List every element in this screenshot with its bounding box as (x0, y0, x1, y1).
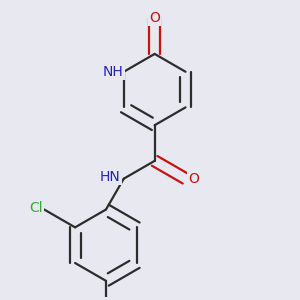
Text: O: O (149, 11, 160, 25)
Text: Cl: Cl (29, 201, 43, 215)
Text: O: O (188, 172, 199, 186)
Text: HN: HN (100, 170, 121, 184)
Text: NH: NH (103, 65, 124, 79)
